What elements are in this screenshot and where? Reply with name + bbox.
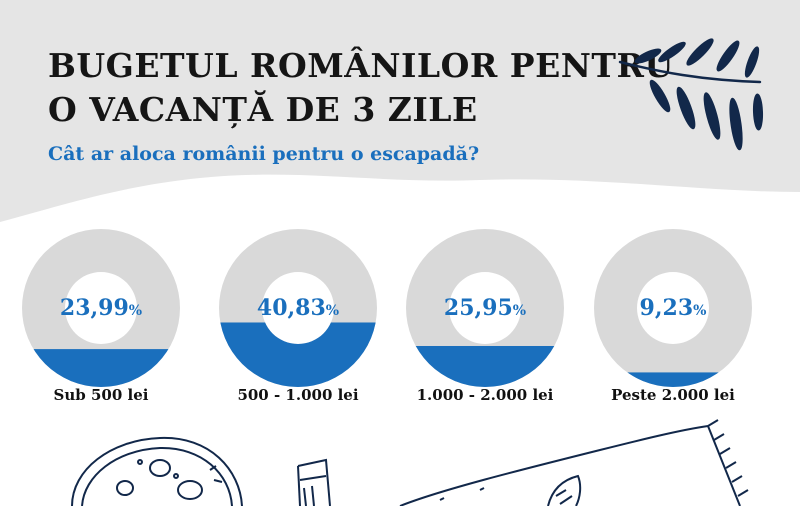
page-title: BUGETUL ROMÂNILOR PENTRU O VACANȚĂ DE 3 … — [48, 44, 674, 132]
category-label-1: Sub 500 lei — [54, 386, 149, 404]
category-label-3: 1.000 - 2.000 lei — [417, 386, 554, 404]
value-label-3: 25,95% — [444, 295, 526, 321]
blanket-icon — [399, 419, 749, 506]
value-label-4: 9,23% — [640, 295, 707, 321]
value-label-1: 23,99% — [60, 295, 142, 321]
category-label-2: 500 - 1.000 lei — [237, 386, 358, 404]
value-label-2: 40,83% — [257, 295, 339, 321]
category-label-4: Peste 2.000 lei — [611, 386, 735, 404]
page-subtitle: Cât ar aloca românii pentru o escapadă? — [48, 143, 480, 165]
donut-3: 25,95% 1.000 - 2.000 lei — [406, 229, 564, 404]
header-wave — [0, 0, 800, 222]
title-line-1: BUGETUL ROMÂNILOR PENTRU — [48, 46, 674, 85]
pizza-icon — [71, 436, 243, 506]
donut-4: 9,23% Peste 2.000 lei — [594, 229, 752, 404]
glass-icon — [297, 458, 331, 506]
title-line-2: O VACANȚĂ DE 3 ZILE — [48, 90, 478, 129]
